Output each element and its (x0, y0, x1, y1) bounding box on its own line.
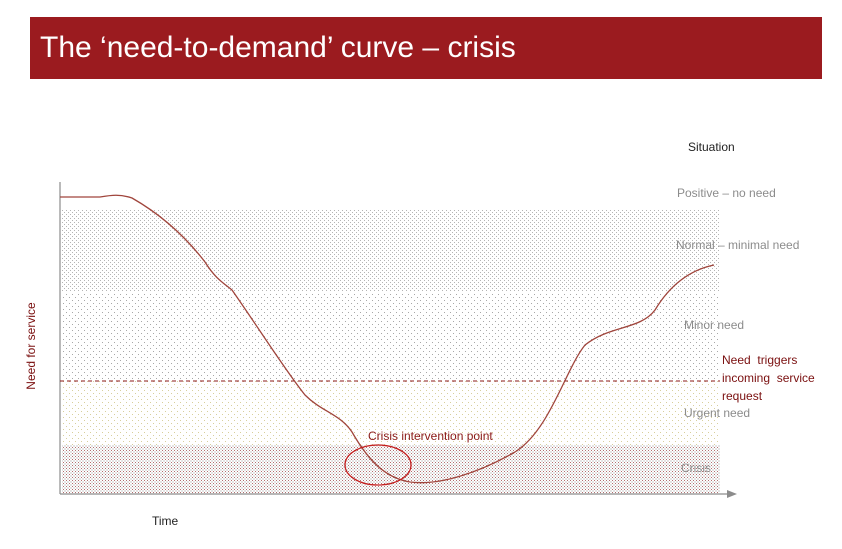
label-crisis: Crisis (681, 461, 711, 475)
title-bar: The ‘need-to-demand’ curve – crisis (30, 17, 822, 79)
x-axis-arrowhead (727, 490, 737, 498)
situation-header: Situation (688, 140, 735, 154)
crisis-intervention-circle (344, 444, 412, 486)
slide-title: The ‘need-to-demand’ curve – crisis (40, 31, 516, 64)
threshold-label-line3: request (722, 389, 763, 403)
x-axis-label: Time (152, 514, 179, 528)
zone-normal (62, 209, 720, 292)
label-positive: Positive – no need (677, 186, 776, 200)
zone-crisis (62, 445, 720, 493)
crisis-intervention-label: Crisis intervention point (368, 429, 493, 443)
label-minor: Minor need (684, 318, 744, 332)
threshold-label-line2: incoming service (722, 371, 815, 385)
threshold-label-line1: Need triggers (722, 353, 797, 367)
need-curve (60, 194, 715, 484)
zone-urgent (62, 380, 720, 445)
label-urgent: Urgent need (684, 406, 750, 420)
y-axis-label: Need for service (24, 302, 38, 390)
zone-minor (62, 292, 720, 380)
label-normal: Normal – minimal need (676, 238, 799, 252)
